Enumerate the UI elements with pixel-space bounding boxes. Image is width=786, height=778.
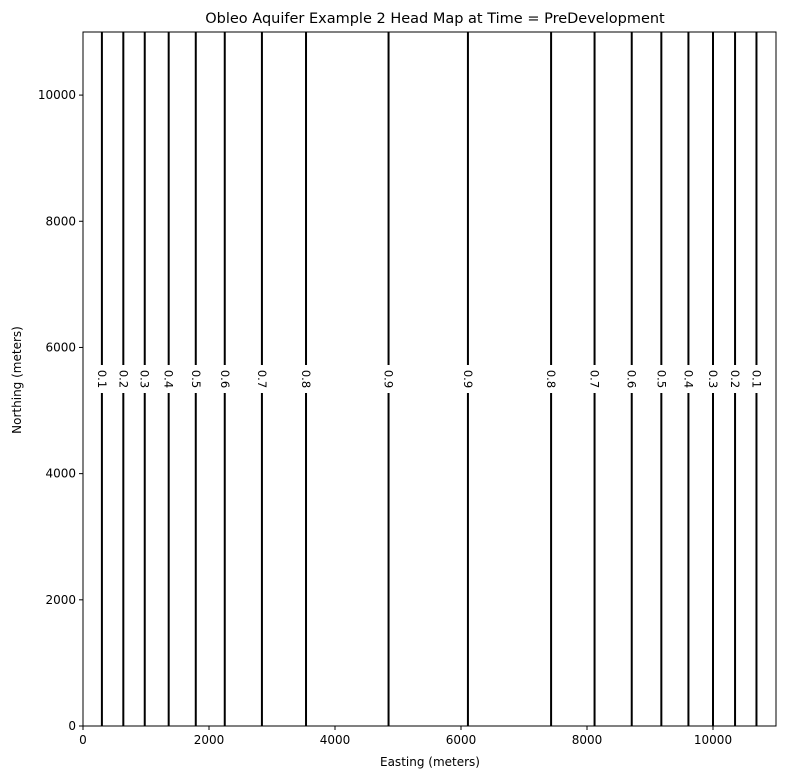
contour-label: 0.5 [654,370,668,388]
y-tick-label: 8000 [45,214,76,228]
contour-label: 0.3 [706,370,720,388]
contour-label: 0.8 [299,370,313,388]
x-axis-label: Easting (meters) [380,755,480,769]
contour-label: 0.6 [218,370,232,388]
contour-label: 0.5 [189,370,203,388]
contour-label: 0.7 [255,370,269,388]
x-tick-label: 8000 [572,733,603,747]
contour-label: 0.6 [625,370,639,388]
contour-label: 0.7 [588,370,602,388]
x-tick-label: 10000 [694,733,732,747]
y-axis-label: Northing (meters) [10,326,24,434]
contour-labels: 0.1 0.2 0.3 0.4 0.5 0.6 0.7 0.8 0.9 0.9 0.8 0.7 0.6 0… [95,370,764,388]
x-tick-label: 0 [79,733,87,747]
contour-label: 0.9 [461,370,475,388]
plot-area-frame [82,31,777,727]
y-tick-label: 4000 [45,467,76,481]
contour-label: 0.1 [749,370,763,388]
chart-title: Obleo Aquifer Example 2 Head Map at Time… [205,11,665,27]
y-tick-label: 6000 [45,340,76,354]
x-tick-label: 2000 [194,733,225,747]
contour-label: 0.2 [728,370,742,388]
contour-label: 0.4 [681,370,695,388]
contour-label: 0.9 [382,370,396,388]
x-tick-label: 6000 [446,733,477,747]
y-tick-label: 10000 [38,88,76,102]
contour-label: 0.4 [162,370,176,388]
y-axis-ticks: 0 2000 4000 6000 8000 10000 [38,88,83,733]
x-tick-label: 4000 [320,733,351,747]
x-axis-ticks: 0 2000 4000 6000 8000 10000 [79,726,732,747]
contour-label: 0.2 [116,370,130,388]
contour-label: 0.1 [95,370,109,388]
contour-label: 0.3 [138,370,152,388]
contour-label: 0.8 [544,370,558,388]
y-tick-label: 0 [68,719,76,733]
y-tick-label: 2000 [45,593,76,607]
contour-lines [100,32,758,726]
